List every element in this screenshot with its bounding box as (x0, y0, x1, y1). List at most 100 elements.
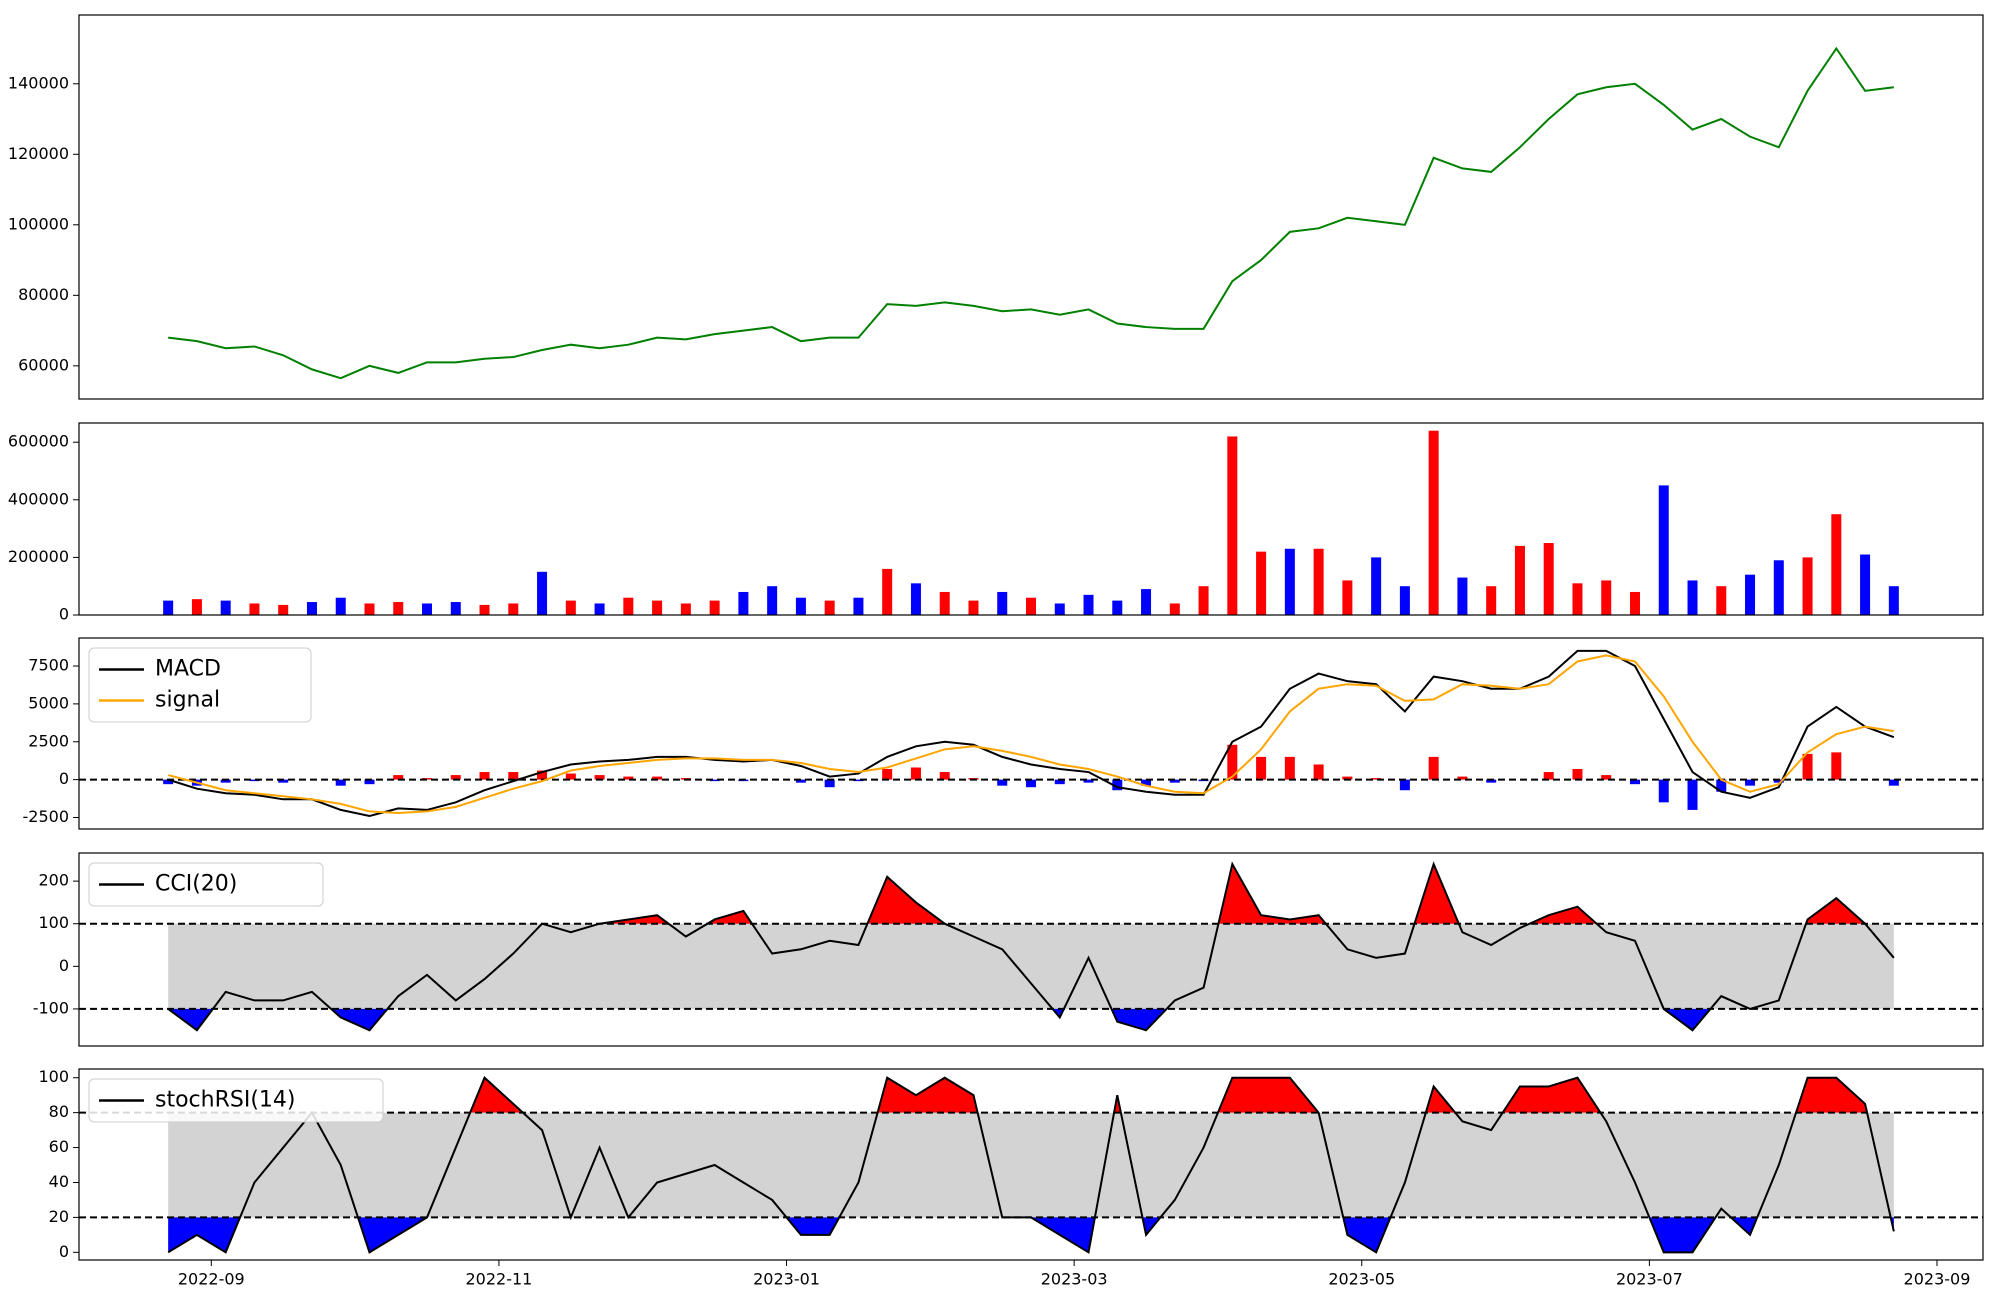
x-tick-label: 2023-07 (1616, 1270, 1683, 1289)
histogram-bar (163, 779, 174, 785)
histogram-bar (1888, 779, 1899, 786)
histogram-bar (1112, 779, 1123, 791)
histogram-bar (220, 779, 231, 783)
axes-frame (78, 852, 1984, 1047)
panel: 60000 80000 100000 120000 140000 (8, 14, 1984, 400)
histogram-bar (479, 772, 490, 780)
axes-frame (78, 422, 1984, 616)
lower-fill (168, 1008, 1894, 1031)
legend: MACD signal (88, 647, 312, 723)
lower-fill (168, 1217, 1894, 1253)
volume-bar (1342, 580, 1353, 615)
y-tick-label: 0 (59, 956, 69, 975)
panel: 0 20 40 60 80 100 2022-09 2022-11 2023-01 2023-03… (38, 1067, 1984, 1289)
volume-bar (652, 600, 663, 615)
histogram-bar (422, 778, 433, 780)
histogram-bar (1716, 779, 1727, 792)
y-tick-label: 120000 (8, 144, 69, 163)
histogram-bar (1601, 775, 1612, 780)
volume-bar (1543, 543, 1554, 615)
volume-bar (1198, 586, 1209, 615)
y-tick-label: 200000 (8, 547, 69, 566)
y-tick-label: 200 (38, 871, 69, 890)
volume-bar (191, 599, 202, 615)
histogram-bar (364, 779, 375, 785)
y-tick-label: 100000 (8, 214, 69, 233)
y-tick-label: 40 (49, 1172, 69, 1191)
volume-bar (537, 571, 548, 615)
histogram-bar (1141, 779, 1152, 786)
histogram-bar (1313, 764, 1324, 780)
y-tick-label: 20 (49, 1207, 69, 1226)
volume-bar (1629, 591, 1640, 615)
neutral-band (168, 923, 1894, 1009)
y-tick-label: 0 (59, 769, 69, 788)
x-tick-label: 2023-03 (1041, 1270, 1108, 1289)
volume-bar (1256, 551, 1267, 615)
histogram-bar (1399, 779, 1410, 791)
histogram-bar (1428, 756, 1439, 780)
volume-bar (1284, 548, 1295, 615)
histogram-bar (1745, 779, 1756, 786)
histogram-bar (824, 779, 835, 788)
histogram-bar (1256, 756, 1267, 780)
legend-label: signal (155, 688, 220, 713)
histogram-bar (393, 775, 404, 780)
volume-bar (335, 597, 346, 615)
volume-bar (508, 603, 519, 615)
histogram-bar (1342, 776, 1353, 780)
volume-bar (680, 603, 691, 615)
histogram-bar (594, 775, 605, 780)
volume-bar (939, 591, 950, 615)
histogram-bar (1831, 752, 1842, 780)
histogram-bar (652, 776, 663, 780)
y-tick-label: 80000 (18, 285, 69, 304)
y-tick-label: 0 (59, 605, 69, 624)
volume-bar (968, 600, 979, 615)
legend: stochRSI(14) (88, 1078, 384, 1123)
volume-bar (1716, 586, 1727, 615)
volume-bar (1169, 603, 1180, 615)
histogram-bar (1572, 769, 1583, 780)
volume-bar (1773, 560, 1784, 615)
legend-box (88, 1078, 384, 1123)
volume-bar (479, 604, 490, 615)
series-line (167, 1076, 1895, 1254)
legend: CCI(20) (88, 862, 324, 907)
histogram-bar (1227, 744, 1238, 780)
legend-label: stochRSI(14) (155, 1088, 296, 1113)
upper-fill (168, 864, 1894, 924)
panel: -100 0 100 200 CCI(20) (33, 852, 1984, 1047)
histogram-bar (1687, 779, 1698, 810)
volume-bar (1802, 557, 1813, 615)
volume-bar (278, 604, 289, 615)
volume-bar (738, 591, 749, 615)
histogram-bar (939, 772, 950, 780)
volume-bar (824, 600, 835, 615)
histogram-bar (997, 779, 1008, 786)
histogram-bar (1371, 778, 1382, 780)
volume-bar (565, 600, 576, 615)
x-tick-label: 2022-09 (178, 1270, 245, 1289)
volume-bar (1888, 586, 1899, 615)
histogram-bar (1083, 779, 1094, 783)
series-line (167, 861, 1895, 1032)
volume-bar (1112, 600, 1123, 615)
volume-bar (1054, 603, 1065, 615)
legend-label: CCI(20) (155, 872, 237, 897)
volume-bar (1687, 580, 1698, 615)
y-tick-label: 100 (38, 913, 69, 932)
volume-bar (422, 603, 433, 615)
y-tick-label: 400000 (8, 489, 69, 508)
histogram-bar (882, 769, 893, 780)
legend-box (88, 647, 312, 723)
volume-bar (1428, 430, 1439, 615)
histogram-bar (537, 770, 548, 780)
volume-bar (795, 597, 806, 615)
y-tick-label: 60 (49, 1137, 69, 1156)
legend-label: MACD (155, 657, 221, 682)
neutral-band (168, 1112, 1894, 1218)
volume-bar (1026, 597, 1036, 615)
histogram-bar (709, 779, 720, 782)
